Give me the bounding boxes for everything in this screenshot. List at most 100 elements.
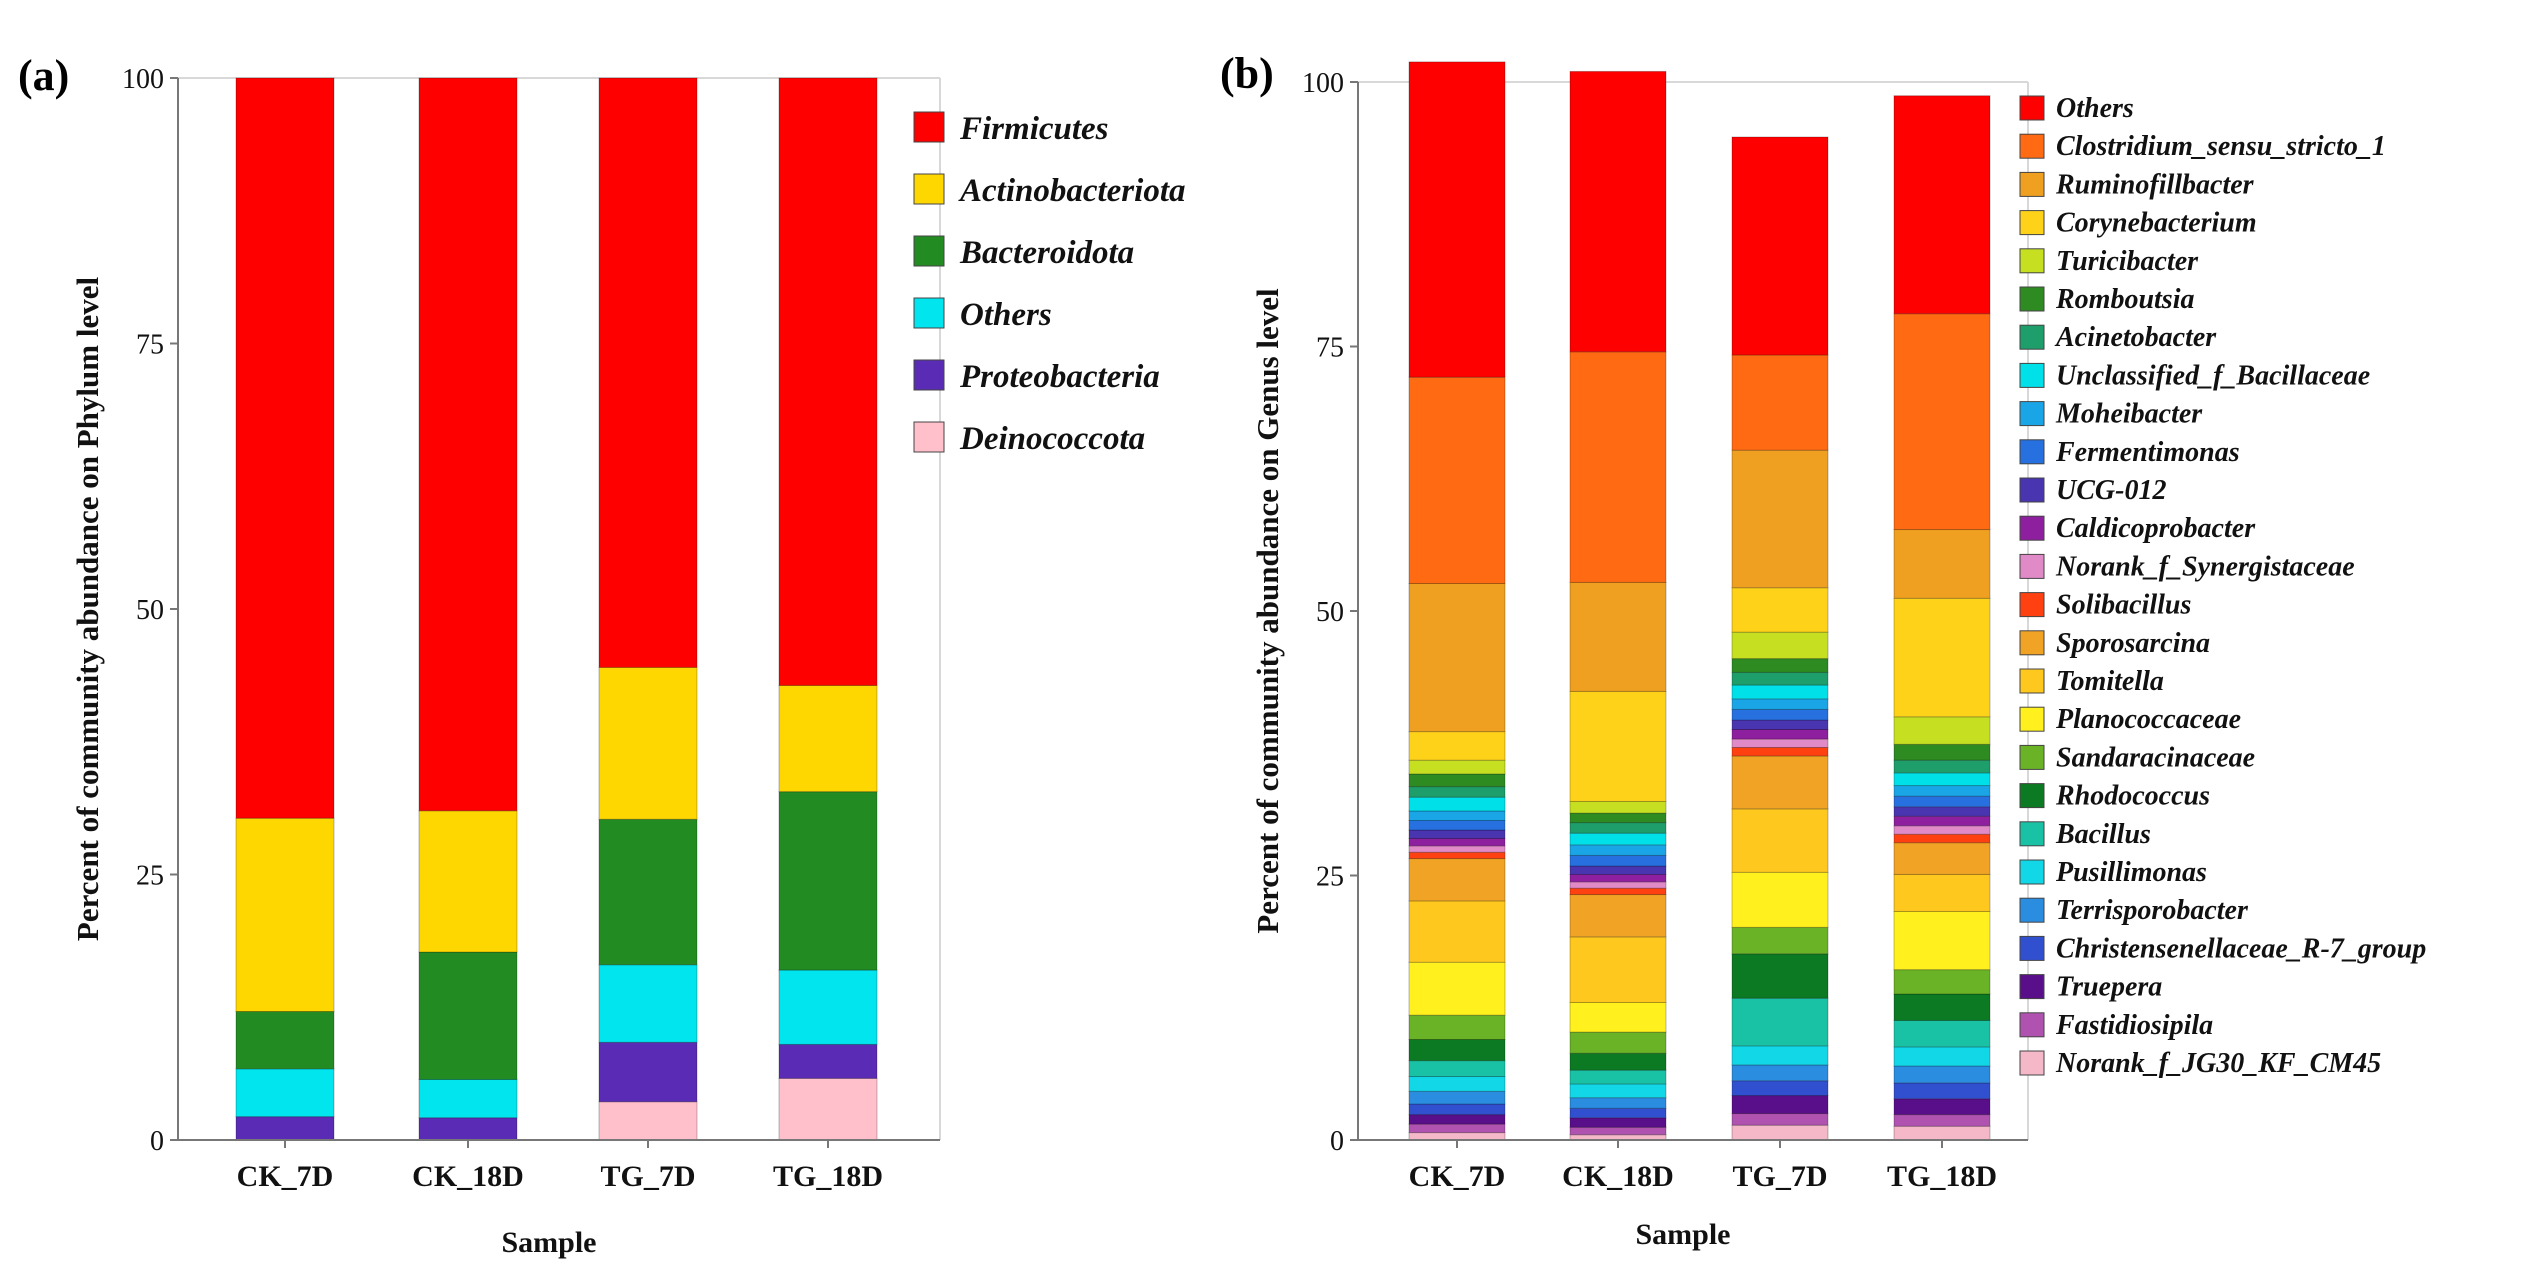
- panel-b-legend-item-clostridium-sensu-stricto-1: Clostridium_sensu_stricto_1: [2019, 131, 2386, 162]
- panel-b-legend-swatch-ruminofillbacter: [2019, 171, 2045, 197]
- panel-b-segment-ck-7d-fastidiosipila: [1408, 1123, 1506, 1134]
- panel-b-ytick-label-50: 50: [1316, 597, 1344, 628]
- panel-b-segment-tg-7d-romboutsia: [1731, 658, 1829, 673]
- panel-a-segment-tg-7d-deinococcota: [598, 1101, 698, 1141]
- panel-b-segment-tg-18d-sporosarcina: [1893, 842, 1991, 875]
- panel-b-legend-swatch-fastidiosipila: [2019, 1012, 2045, 1038]
- panel-b-segment-ck-7d-unclassified-f-bacillaceae: [1408, 796, 1506, 812]
- panel-b-segment-ck-7d-clostridium-sensu-stricto-1: [1408, 376, 1506, 584]
- panel-b-legend-swatch-caldicoprobacter: [2019, 515, 2045, 541]
- panel-b-bar-tg-18d: [1893, 95, 1991, 1141]
- panel-b-legend-item-romboutsia: Romboutsia: [2019, 284, 2194, 315]
- panel-b-legend-swatch-corynebacterium: [2019, 210, 2045, 236]
- panel-a-legend-item-bacteroidota: Bacteroidota: [913, 235, 1134, 271]
- panel-b-ytick-label-75: 75: [1316, 333, 1344, 364]
- panel-b-legend-label-caldicoprobacter: Caldicoprobacter: [2056, 513, 2256, 544]
- panel-b-legend-label-ucg-012: UCG-012: [2056, 475, 2166, 506]
- panel-b-legend-swatch-christensenellaceae-r-7-group: [2019, 935, 2045, 961]
- panel-b-segment-tg-18d-unclassified-f-bacillaceae: [1893, 772, 1991, 787]
- panel-b-legend-label-fastidiosipila: Fastidiosipila: [2055, 1010, 2213, 1041]
- panel-b-segment-ck-7d-norank-f-synergistaceae: [1408, 845, 1506, 853]
- panel-b-legend-item-acinetobacter: Acinetobacter: [2019, 322, 2217, 353]
- panel-b-segment-ck-18d-truepera: [1569, 1117, 1667, 1128]
- panel-b-legend-label-corynebacterium: Corynebacterium: [2056, 208, 2257, 239]
- panel-b-legend-item-norank-f-synergistaceae: Norank_f_Synergistaceae: [2019, 551, 2355, 582]
- panel-b-xtick-label-ck-7d: CK_7D: [1409, 1160, 1506, 1193]
- panel-b-segment-ck-7d-pusillimonas: [1408, 1076, 1506, 1092]
- panel-a-bar-ck-7d: [235, 77, 335, 1141]
- panel-b-segment-tg-18d-norank-f-jg30-kf-cm45: [1893, 1125, 1991, 1141]
- panel-b-ytick-label-0: 0: [1330, 1126, 1344, 1157]
- panel-b-segment-tg-7d-fastidiosipila: [1731, 1113, 1829, 1126]
- panel-b-segment-ck-18d-solibacillus: [1569, 887, 1667, 896]
- panel-a-segment-tg-18d-deinococcota: [778, 1077, 878, 1141]
- panel-b-segment-tg-7d-turicibacter: [1731, 631, 1829, 660]
- panel-b-segment-tg-7d-rhodococcus: [1731, 953, 1829, 999]
- panel-b-segment-tg-18d-ruminofillbacter: [1893, 529, 1991, 599]
- panel-b-segment-tg-7d-unclassified-f-bacillaceae: [1731, 684, 1829, 700]
- panel-b-legend-item-pusillimonas: Pusillimonas: [2019, 857, 2207, 888]
- panel-b-legend-item-others: Others: [2019, 93, 2134, 124]
- panel-a-ytick-label-75: 75: [136, 330, 164, 361]
- panel-a-segment-tg-18d-firmicutes: [778, 77, 878, 686]
- panel-b-legend-swatch-sporosarcina: [2019, 630, 2045, 656]
- panel-b-segment-ck-7d-moheibacter: [1408, 810, 1506, 821]
- panel-a-ytick-label-50: 50: [136, 595, 164, 626]
- panel-a-legend-swatch-proteobacteria: [913, 359, 945, 391]
- panel-b-segment-ck-7d-bacillus: [1408, 1060, 1506, 1078]
- panel-b-legend-item-sandaracinaceae: Sandaracinaceae: [2019, 742, 2255, 773]
- panel-a-bar-ck-18d: [418, 77, 518, 1141]
- panel-b-segment-ck-7d-ucg-012: [1408, 829, 1506, 839]
- panel-b-legend-label-terrisporobacter: Terrisporobacter: [2056, 895, 2249, 926]
- panel-b-segment-ck-7d-acinetobacter: [1408, 786, 1506, 798]
- panel-b-segment-ck-18d-fermentimonas: [1569, 854, 1667, 867]
- panel-b-segment-ck-18d-ruminofillbacter: [1569, 581, 1667, 692]
- panel-a-xtick-label-ck-7d: CK_7D: [237, 1160, 334, 1193]
- panel-b-segment-tg-18d-christensenellaceae-r-7-group: [1893, 1082, 1991, 1100]
- panel-b-segment-ck-18d-turicibacter: [1569, 800, 1667, 814]
- panel-b-legend-swatch-tomitella: [2019, 668, 2045, 694]
- panel-b-xtick-label-tg-18d: TG_18D: [1887, 1160, 1997, 1193]
- panel-b-segment-tg-18d-solibacillus: [1893, 833, 1991, 844]
- panel-b-y-axis-title: Percent of community abundance on Genus …: [1250, 288, 1285, 934]
- panel-b-xtick-label-ck-18d: CK_18D: [1562, 1160, 1674, 1193]
- panel-b-legend-label-ruminofillbacter: Ruminofillbacter: [2055, 169, 2255, 200]
- panel-b-legend-label-rhodococcus: Rhodococcus: [2055, 781, 2210, 812]
- panel-b-legend-item-fermentimonas: Fermentimonas: [2019, 437, 2240, 468]
- panel-b-legend-item-christensenellaceae-r-7-group: Christensenellaceae_R-7_group: [2019, 933, 2426, 964]
- panel-b-legend-label-pusillimonas: Pusillimonas: [2055, 857, 2207, 888]
- panel-b-segment-ck-18d-sandaracinaceae: [1569, 1031, 1667, 1054]
- panel-a-label: (a): [18, 51, 69, 100]
- panel-b-segment-tg-7d-terrisporobacter: [1731, 1064, 1829, 1082]
- panel-b-segment-tg-7d-tomitella: [1731, 808, 1829, 873]
- panel-b-segment-tg-7d-sporosarcina: [1731, 755, 1829, 810]
- panel-b-legend-item-ruminofillbacter: Ruminofillbacter: [2019, 169, 2255, 200]
- panel-b-legend-item-truepera: Truepera: [2019, 972, 2162, 1003]
- panel-a-segment-ck-18d-firmicutes: [418, 77, 518, 812]
- panel-b-segment-ck-7d-romboutsia: [1408, 773, 1506, 788]
- panel-b-segment-tg-18d-fastidiosipila: [1893, 1114, 1991, 1127]
- panel-b-legend-item-ucg-012: UCG-012: [2019, 475, 2166, 506]
- panel-b-segment-tg-7d-ucg-012: [1731, 719, 1829, 730]
- panel-a-y-axis-title: Percent of community abundance on Phylum…: [70, 277, 105, 942]
- panel-a-segment-tg-18d-actinobacteriota: [778, 684, 878, 793]
- panel-b-segment-ck-18d-moheibacter: [1569, 844, 1667, 856]
- panel-b-segment-ck-18d-romboutsia: [1569, 812, 1667, 824]
- panel-b-segment-ck-7d-solibacillus: [1408, 851, 1506, 860]
- panel-b-bars: [1408, 61, 1991, 1141]
- panel-a-ytick-label-100: 100: [122, 64, 164, 95]
- panel-b-legend-swatch-sandaracinaceae: [2019, 744, 2045, 770]
- panel-b-segment-tg-7d-solibacillus: [1731, 746, 1829, 757]
- panel-a-legend-label-deinococcota: Deinococcota: [959, 421, 1145, 457]
- panel-b-segment-ck-18d-terrisporobacter: [1569, 1097, 1667, 1109]
- panel-b-label: (b): [1220, 49, 1274, 98]
- panel-b-segment-ck-7d-sporosarcina: [1408, 858, 1506, 902]
- panel-a-bar-tg-7d: [598, 77, 698, 1141]
- panel-b-bar-tg-7d: [1731, 136, 1829, 1141]
- panel-b-legend-label-solibacillus: Solibacillus: [2056, 590, 2191, 621]
- panel-b-segment-tg-18d-bacillus: [1893, 1019, 1991, 1048]
- panel-b-segment-ck-18d-corynebacterium: [1569, 690, 1667, 802]
- panel-b-segment-ck-18d-planococcaceae: [1569, 1001, 1667, 1033]
- panel-b-segment-tg-18d-pusillimonas: [1893, 1046, 1991, 1067]
